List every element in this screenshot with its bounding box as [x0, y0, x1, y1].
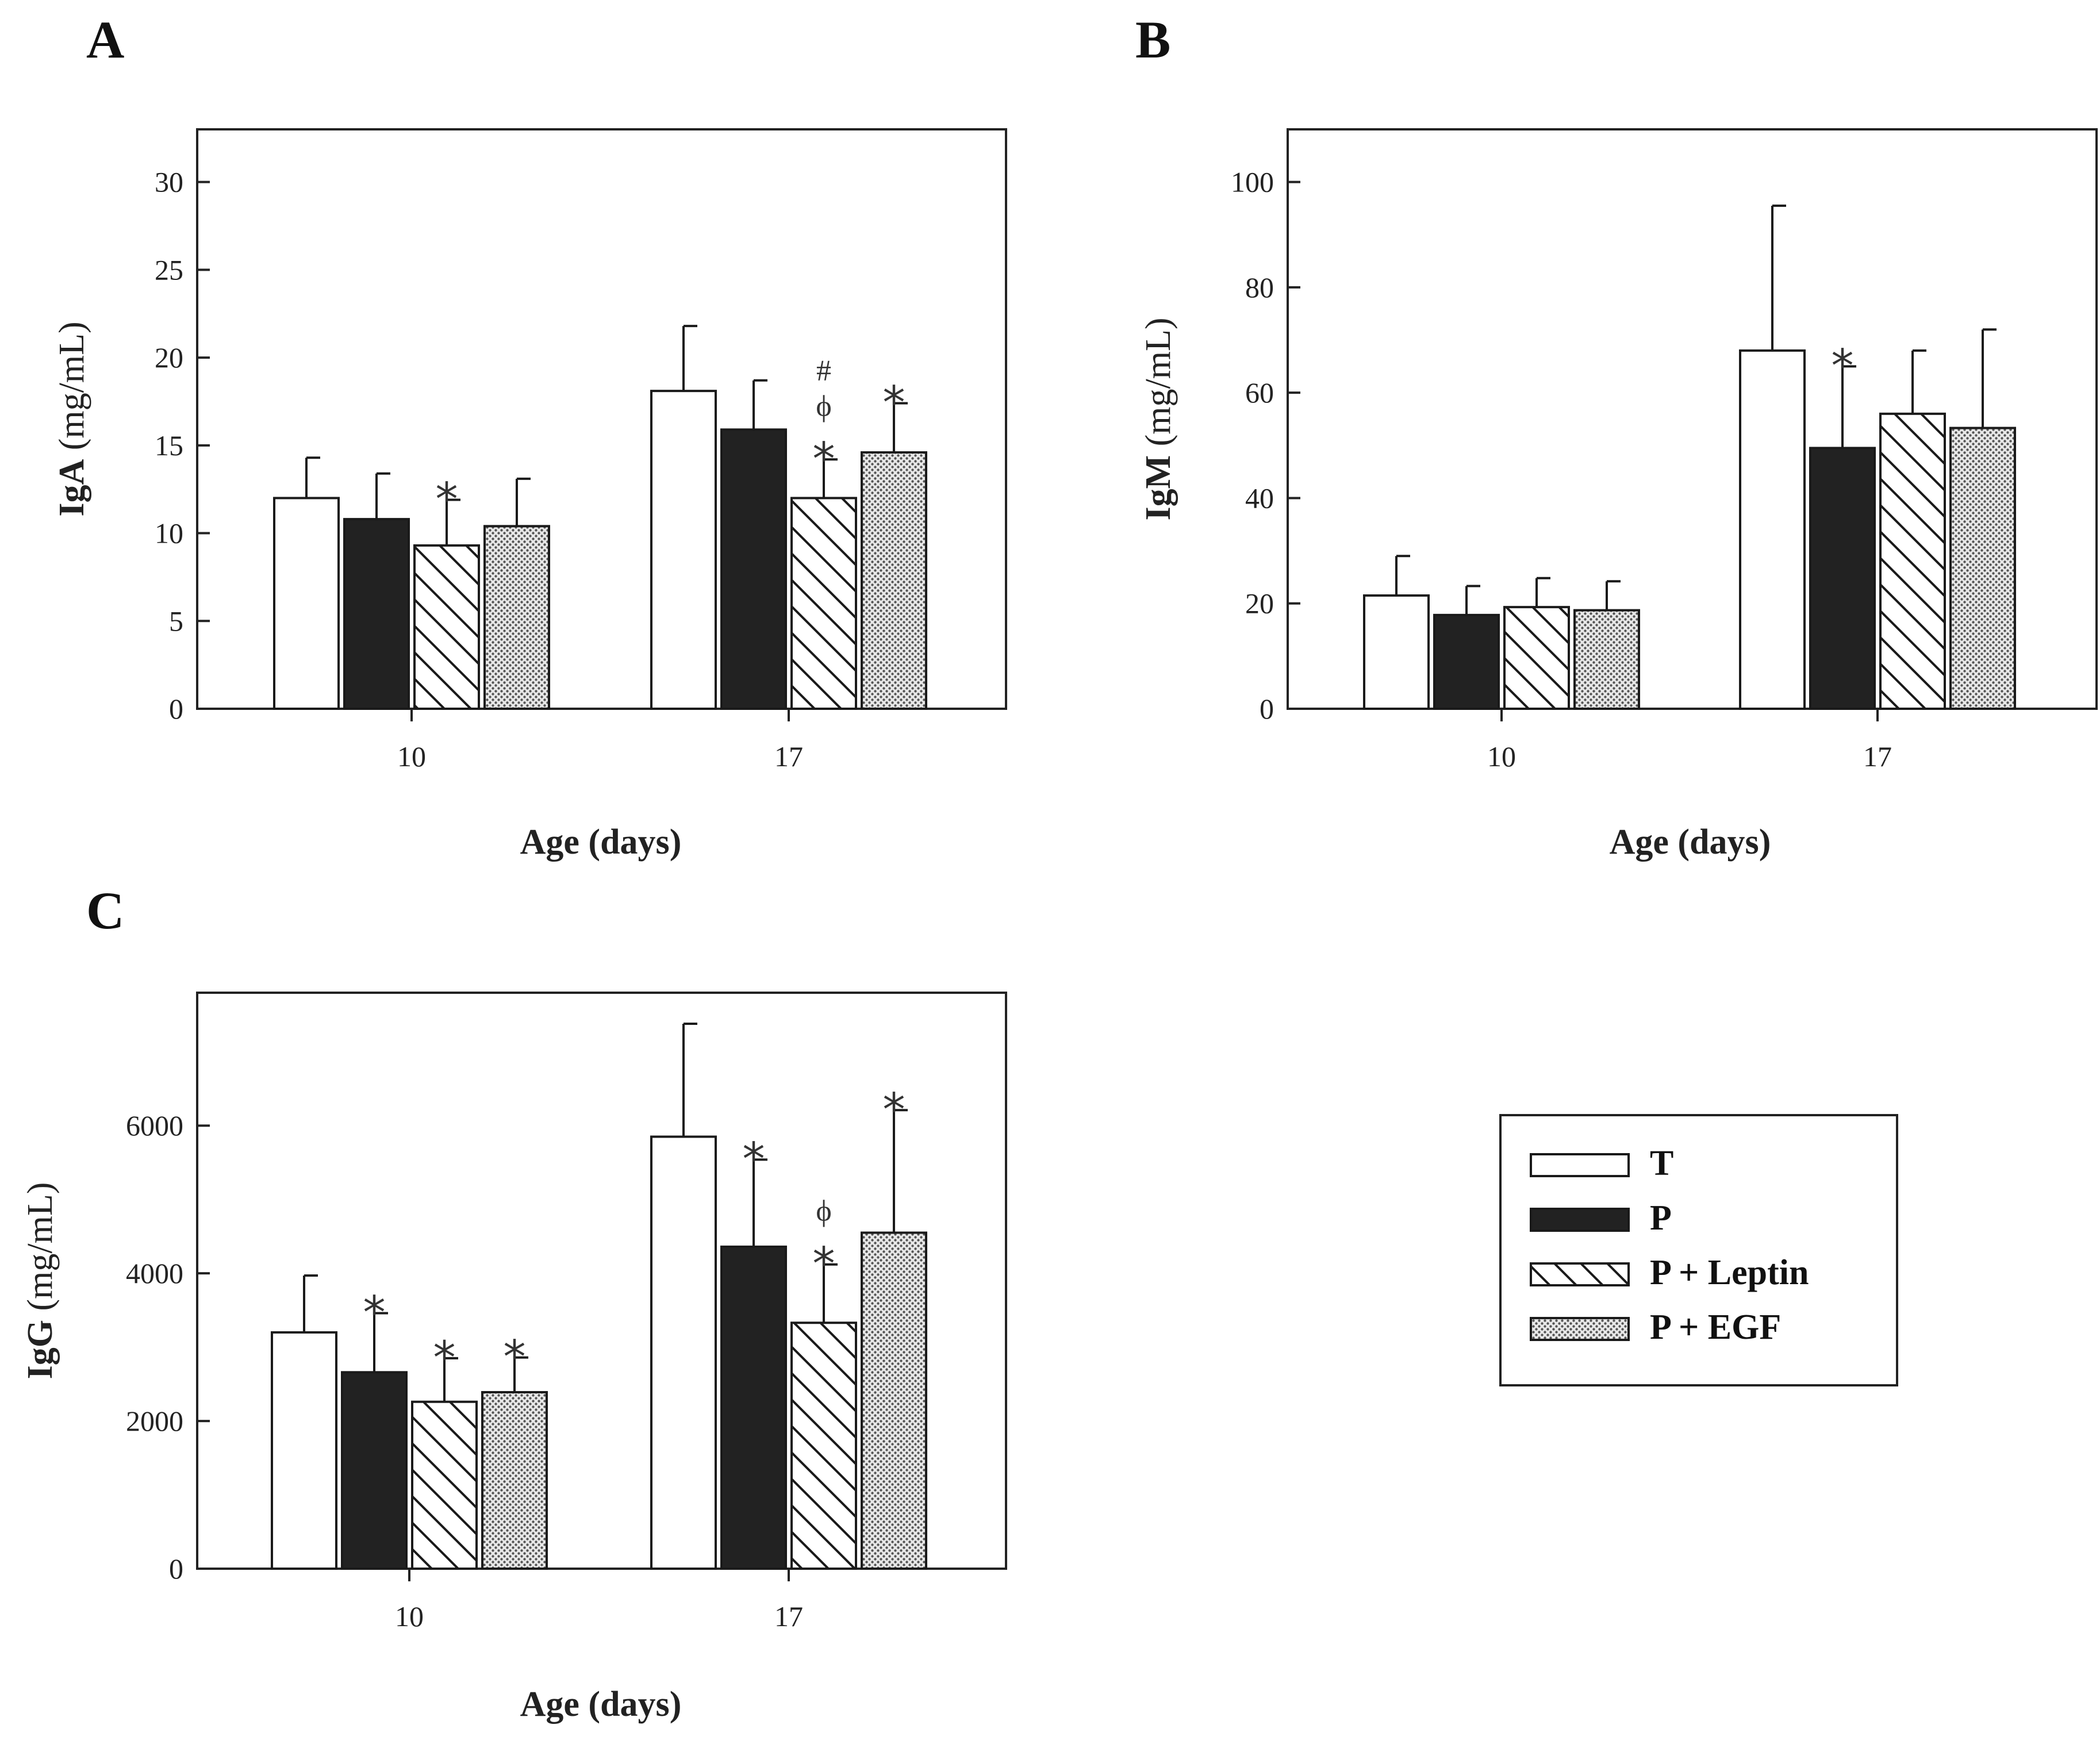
panel-c-annotation-17-p-egf-0: * [883, 1084, 905, 1136]
panel-c-annotation-10-p-egf-0: * [504, 1332, 526, 1384]
legend-swatch-p-egf [1530, 1317, 1630, 1341]
panel-b-plot-frame [1287, 128, 2098, 710]
panel-a-y-tick-label-0: 0 [169, 693, 183, 725]
panel-c-bar-17-t [650, 1135, 717, 1570]
panel-b-y-tick-label-80: 80 [1245, 271, 1274, 304]
panel-b-plot: 0 20 40 60 80 100 10 17 * [1231, 166, 2016, 773]
panel-a-bar-10-p [343, 518, 410, 710]
panel-a-annotation-17-p-egf-0: * [883, 378, 905, 429]
panel-c-annotation-10-p-0: * [363, 1288, 386, 1339]
panel-c-plot-frame [196, 992, 1007, 1570]
panel-c-annotation-10-p-leptin-0: * [433, 1332, 456, 1384]
legend-items: TP P + Leptin P + EGF [1530, 1144, 1809, 1347]
panel-a-y-tick-label-25: 25 [155, 253, 183, 286]
panel-b-bar-17-p-leptin [1879, 412, 1946, 710]
panel-c-bar-17-p-leptin [790, 1322, 857, 1570]
panel-c-y-axis-title-unit: (mg/mL) [21, 1182, 60, 1320]
panel-a-y-tick-label-30: 30 [155, 166, 183, 198]
panel-a-y-axis-title-bold: IgA [52, 459, 91, 516]
panel-b-bar-10-p [1433, 613, 1500, 710]
panel-a-bar-10-p-leptin [413, 544, 480, 710]
panel-c-bar-10-p-egf [481, 1390, 548, 1570]
panel-b-y-tick-label-40: 40 [1245, 482, 1274, 514]
panel-c-annotation-17-p-leptin-0: * [813, 1239, 835, 1290]
panel-a-annotation-17-p-leptin-0: * [813, 433, 835, 485]
panel-c: C 0 2000 4000 6000 10 17 * * * * * ϕ * Age (days) Ig… [21, 881, 1007, 1724]
panel-a-y-axis-title-unit: (mg/mL) [52, 321, 91, 459]
panel-c-bar-17-p [720, 1245, 787, 1570]
panel-a-x-axis-title: Age (days) [520, 823, 682, 862]
panel-b-bar-10-t [1363, 594, 1430, 710]
legend-label-p-egf: P + EGF [1650, 1308, 1781, 1347]
panel-c-x-axis-title: Age (days) [520, 1685, 682, 1724]
panel-b-bar-17-p-egf [1949, 427, 2016, 710]
panel-a-bar-10-t [273, 497, 340, 710]
panel-a-bar-10-p-egf [483, 525, 550, 710]
panel-a-x-tick-label-17: 17 [774, 740, 803, 773]
panel-a-bar-17-p-egf [861, 451, 927, 710]
panel-b-x-tick-label-10: 10 [1487, 740, 1516, 773]
panel-a-annotation-17-p-leptin-1: ϕ [816, 390, 831, 422]
panel-a-bar-17-t [650, 390, 717, 710]
panel-b-y-axis-title: IgM (mg/mL) [1139, 318, 1178, 521]
panel-c-y-tick-label-4000: 4000 [126, 1257, 183, 1289]
panel-a-bar-17-p [720, 428, 787, 710]
panel-b: B 0 20 40 60 80 100 10 17 * Age (days) IgM (mg/m… [1135, 10, 2098, 862]
panel-a-bar-17-p-leptin [790, 497, 857, 710]
panel-c-y-tick-label-6000: 6000 [126, 1109, 183, 1142]
panel-b-x-axis-title: Age (days) [1610, 823, 1771, 862]
legend-label-t: T [1650, 1144, 1673, 1183]
panel-a-y-tick-label-15: 15 [155, 429, 183, 462]
panel-c-plot: 0 2000 4000 6000 10 17 * * * * * ϕ * [126, 1022, 927, 1632]
panel-a-plot-frame [196, 128, 1007, 710]
panel-c-y-axis-title-bold: IgG [21, 1320, 60, 1379]
legend-label-p-leptin: P + Leptin [1650, 1253, 1809, 1292]
panel-b-y-tick-label-60: 60 [1245, 377, 1274, 409]
panel-a-annotation-17-p-leptin-2: # [816, 354, 831, 387]
panel-c-bar-17-p-egf [861, 1231, 927, 1570]
legend-swatch-p [1530, 1208, 1630, 1232]
legend-swatch-t [1530, 1153, 1630, 1177]
panel-b-bar-10-p-egf [1573, 609, 1640, 710]
panel-a-y-tick-label-10: 10 [155, 517, 183, 550]
legend-swatch-p-leptin [1530, 1262, 1630, 1286]
panel-b-bar-17-t [1739, 349, 1806, 710]
panel-a-annotation-10-p-leptin-0: * [436, 474, 458, 526]
panel-b-bar-10-p-leptin [1503, 606, 1570, 710]
panel-c-bar-10-t [271, 1331, 337, 1570]
panel-a-y-tick-label-5: 5 [169, 605, 183, 637]
panel-a: A 0 5 10 15 20 25 30 10 17 * * ϕ# * Age (days) IgA (… [52, 10, 1007, 862]
panel-a-y-axis-title: IgA (mg/mL) [52, 321, 91, 516]
panel-c-y-tick-label-2000: 2000 [126, 1405, 183, 1437]
panel-b-y-axis-title-bold: IgM [1139, 455, 1178, 521]
panel-b-y-tick-label-100: 100 [1231, 166, 1274, 198]
panel-b-y-tick-label-0: 0 [1260, 693, 1274, 725]
panel-c-bar-10-p [341, 1371, 408, 1570]
panel-b-x-tick-label-17: 17 [1863, 740, 1892, 773]
panel-c-annotation-17-p-leptin-1: ϕ [816, 1195, 831, 1228]
panel-b-y-tick-label-20: 20 [1245, 587, 1274, 620]
panel-c-x-tick-label-17: 17 [774, 1600, 803, 1632]
panel-c-annotation-17-p-0: * [743, 1134, 765, 1185]
legend: TP P + Leptin P + EGF [1499, 1114, 1898, 1386]
panel-a-y-tick-label-20: 20 [155, 341, 183, 374]
panel-c-y-tick-label-0: 0 [169, 1553, 183, 1585]
panel-c-x-tick-label-10: 10 [395, 1600, 424, 1632]
panel-c-letter: C [86, 881, 124, 940]
panel-a-letter: A [86, 10, 124, 69]
panel-b-annotation-17-p-0: * [1832, 340, 1854, 392]
legend-label-p: P [1650, 1198, 1672, 1238]
panel-a-x-tick-label-10: 10 [397, 740, 426, 773]
panel-b-letter: B [1135, 10, 1170, 69]
panel-c-y-axis-title: IgG (mg/mL) [21, 1182, 60, 1380]
panel-a-plot: 0 5 10 15 20 25 30 10 17 * * ϕ# * [155, 166, 927, 773]
panel-b-bar-17-p [1809, 447, 1876, 710]
panel-c-bar-10-p-leptin [411, 1400, 478, 1570]
panel-b-y-axis-title-unit: (mg/mL) [1139, 318, 1178, 455]
